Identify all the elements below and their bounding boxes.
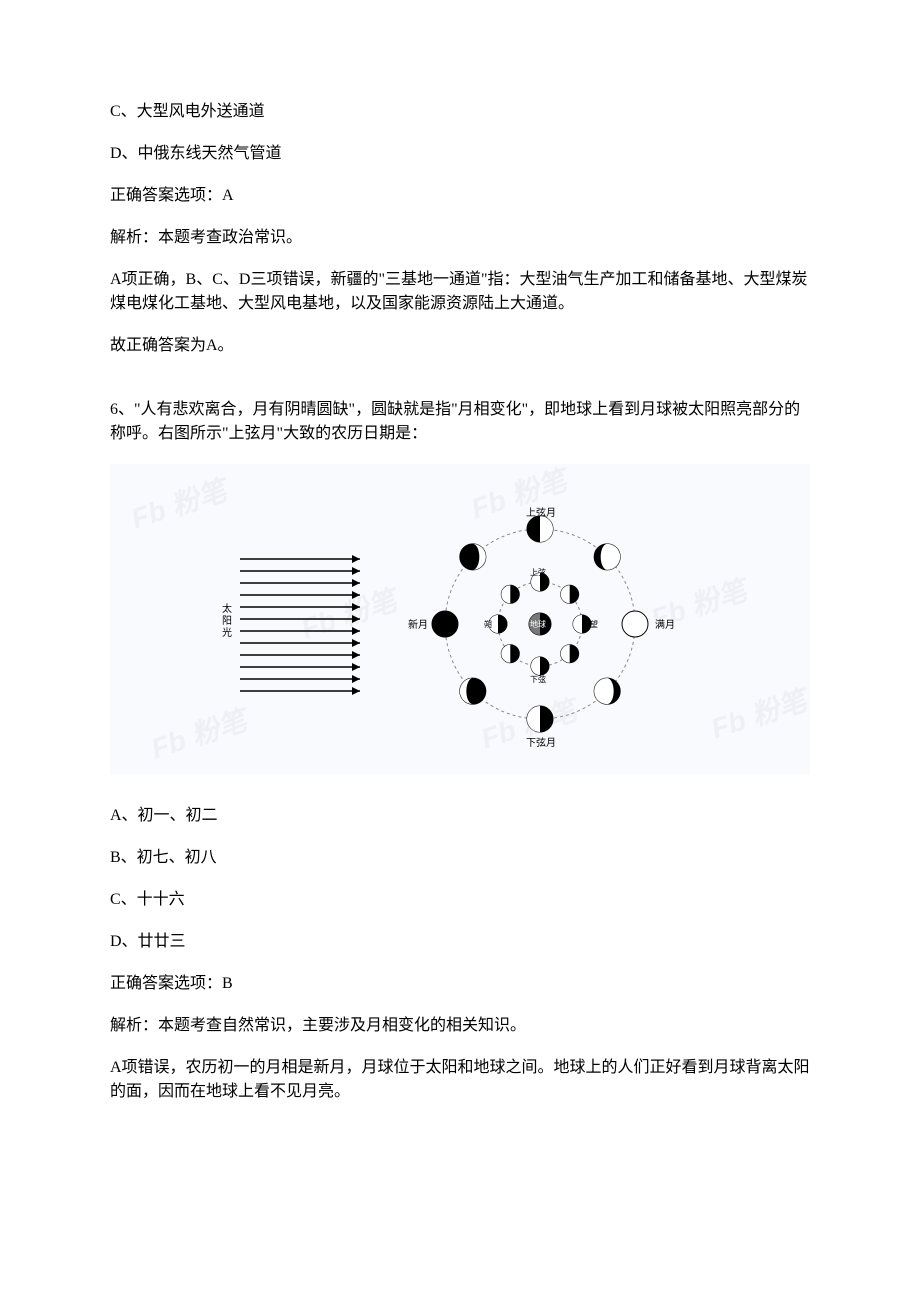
label-bottom: 下弦月 xyxy=(526,736,556,751)
label-left: 新月 xyxy=(408,618,428,633)
q6-option-d: D、廿廿三 xyxy=(110,930,810,954)
moon-phase-diagram: Fb 粉笔 Fb 粉笔 Fb 粉笔 Fb 粉笔 Fb 粉笔 Fb 粉笔 Fb 粉… xyxy=(110,464,810,774)
label-inner-top: 上弦 xyxy=(530,567,546,579)
label-inner-left: 朔 xyxy=(484,619,492,631)
q5-answer: 正确答案选项：A xyxy=(110,184,810,208)
q6-option-c: C、十十六 xyxy=(110,888,810,912)
q6-explain-2: A项错误，农历初一的月相是新月，月球位于太阳和地球之间。地球上的人们正好看到月球… xyxy=(110,1056,810,1104)
q5-explain-3: 故正确答案为A。 xyxy=(110,334,810,358)
label-inner-bottom: 下弦 xyxy=(530,674,546,686)
q5-option-c: C、大型风电外送通道 xyxy=(110,100,810,124)
q5-explain-2: A项正确，B、C、D三项错误，新疆的"三基地一通道"指：大型油气生产加工和储备基… xyxy=(110,268,810,316)
label-top: 上弦月 xyxy=(526,506,556,521)
label-center: 地球 xyxy=(530,619,546,631)
q6-stem: 6、"人有悲欢离合，月有阴晴圆缺"，圆缺就是指"月相变化"，即地球上看到月球被太… xyxy=(110,398,810,446)
q6-explain-1: 解析：本题考查自然常识，主要涉及月相变化的相关知识。 xyxy=(110,1014,810,1038)
sun-label: 太 阳 光 xyxy=(222,604,232,640)
q5-explain-1: 解析：本题考查政治常识。 xyxy=(110,226,810,250)
label-right: 满月 xyxy=(655,618,675,633)
q5-option-d: D、中俄东线天然气管道 xyxy=(110,142,810,166)
q6-option-a: A、初一、初二 xyxy=(110,804,810,828)
label-inner-right: 望 xyxy=(590,619,598,631)
q6-answer: 正确答案选项：B xyxy=(110,972,810,996)
diagram-svg xyxy=(110,464,810,774)
q6-option-b: B、初七、初八 xyxy=(110,846,810,870)
